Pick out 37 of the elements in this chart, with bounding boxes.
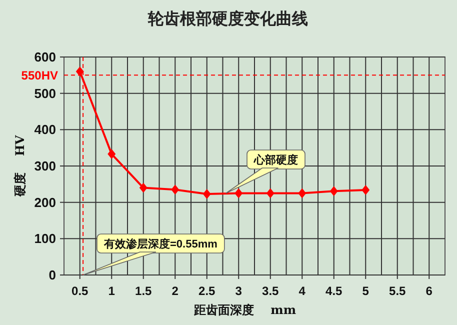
annotation: 心部硬度: [253, 154, 298, 166]
x-tick-label: 0.5: [72, 284, 89, 298]
ref-line-label: 550HV: [21, 68, 58, 83]
x-tick-label: 3: [235, 284, 242, 298]
x-tick-label: 1: [108, 284, 116, 298]
y-tick-label: 200: [34, 194, 56, 210]
point: [139, 182, 148, 193]
chart-title: 轮齿根部硬度变化曲线: [147, 9, 308, 28]
y-tick-label: 100: [34, 231, 56, 246]
point: [266, 188, 274, 198]
annotation: 有效渗层深度=0.55mm: [103, 238, 218, 250]
x-tick-label: 3.5: [262, 284, 280, 298]
x-axis-title: 距齿面深度 mm: [192, 303, 296, 317]
point: [298, 188, 306, 198]
x-tick-label: 5: [362, 284, 370, 298]
y-tick-label: 400: [34, 122, 56, 138]
point: [202, 188, 211, 199]
y-tick-label: 500: [34, 86, 56, 101]
point: [330, 186, 338, 196]
point: [171, 184, 180, 195]
x-tick-label: 4: [298, 284, 306, 298]
x-tick-label: 4.5: [326, 284, 343, 298]
point: [76, 66, 84, 77]
y-tick-label: 0: [48, 268, 56, 282]
x-tick-label: 2.5: [198, 284, 216, 298]
point: [362, 184, 370, 195]
callout: 心部硬度: [226, 150, 306, 194]
point: [234, 188, 243, 198]
x-tick-label: 1.5: [135, 284, 152, 298]
callout: 有效渗层深度=0.55mm: [82, 234, 225, 276]
x-tick-label: 6: [426, 284, 433, 298]
point: [108, 149, 116, 160]
x-tick-label: 5.5: [389, 284, 406, 298]
x-tick-label: 2: [172, 284, 179, 298]
y-axis-title: 硬度 HV: [13, 134, 27, 198]
y-tick-label: 600: [34, 50, 56, 64]
y-tick-label: 300: [34, 158, 56, 174]
